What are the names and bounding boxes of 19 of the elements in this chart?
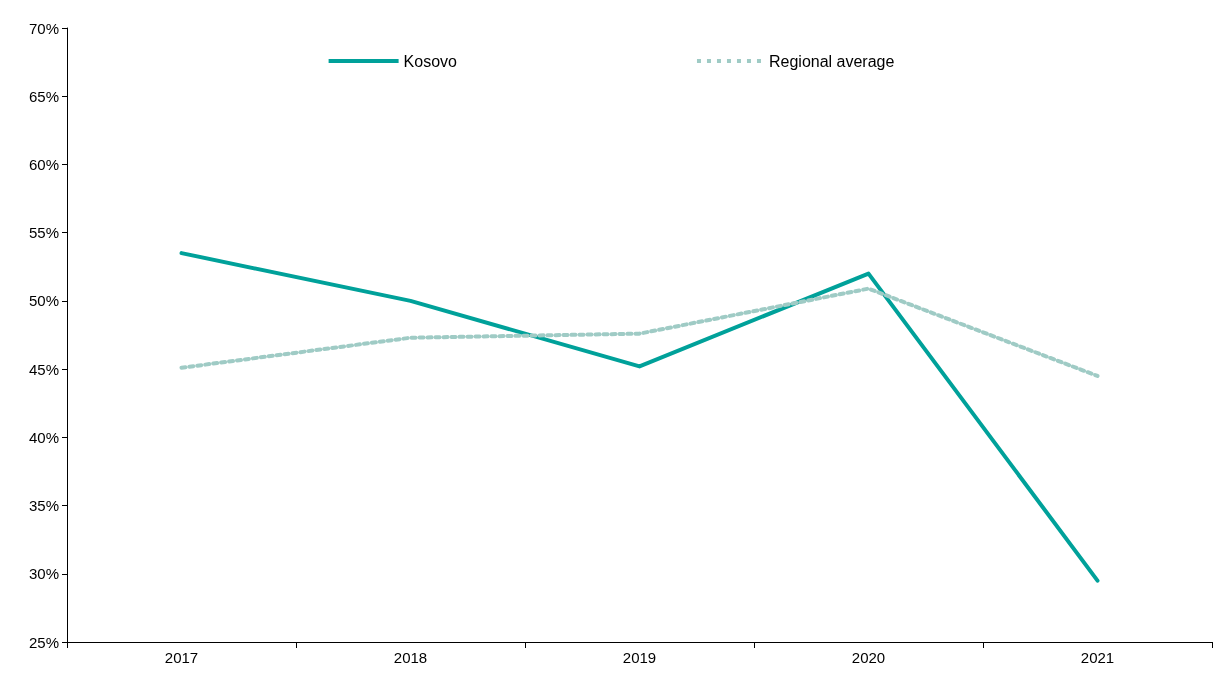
- x-tick-label: 2019: [622, 649, 657, 666]
- y-tick-label: 55%: [28, 224, 59, 242]
- y-tick-label: 35%: [28, 497, 59, 515]
- legend-label: Kosovo: [403, 52, 458, 70]
- y-tick-label: 70%: [28, 19, 59, 37]
- x-tick-label: 2020: [851, 649, 886, 666]
- y-tick-label: 45%: [28, 360, 59, 378]
- line-series: [179, 251, 1100, 583]
- y-tick-label: 65%: [28, 87, 59, 105]
- x-tick-label: 2018: [393, 649, 428, 666]
- y-tick-label: 50%: [28, 292, 59, 310]
- line-series: [179, 286, 1100, 378]
- y-tick-label: 30%: [28, 565, 59, 583]
- legend-label: Regional average: [768, 52, 895, 70]
- x-tick-label: 2017: [164, 649, 199, 666]
- y-tick-label: 40%: [28, 428, 59, 446]
- y-tick-label: 25%: [28, 633, 59, 651]
- y-tick-label: 60%: [28, 155, 59, 173]
- x-tick-label: 2021: [1080, 649, 1115, 666]
